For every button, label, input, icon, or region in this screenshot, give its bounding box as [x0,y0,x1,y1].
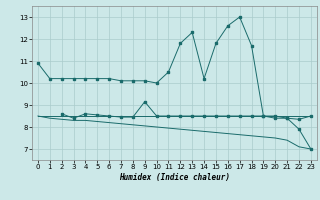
X-axis label: Humidex (Indice chaleur): Humidex (Indice chaleur) [119,173,230,182]
